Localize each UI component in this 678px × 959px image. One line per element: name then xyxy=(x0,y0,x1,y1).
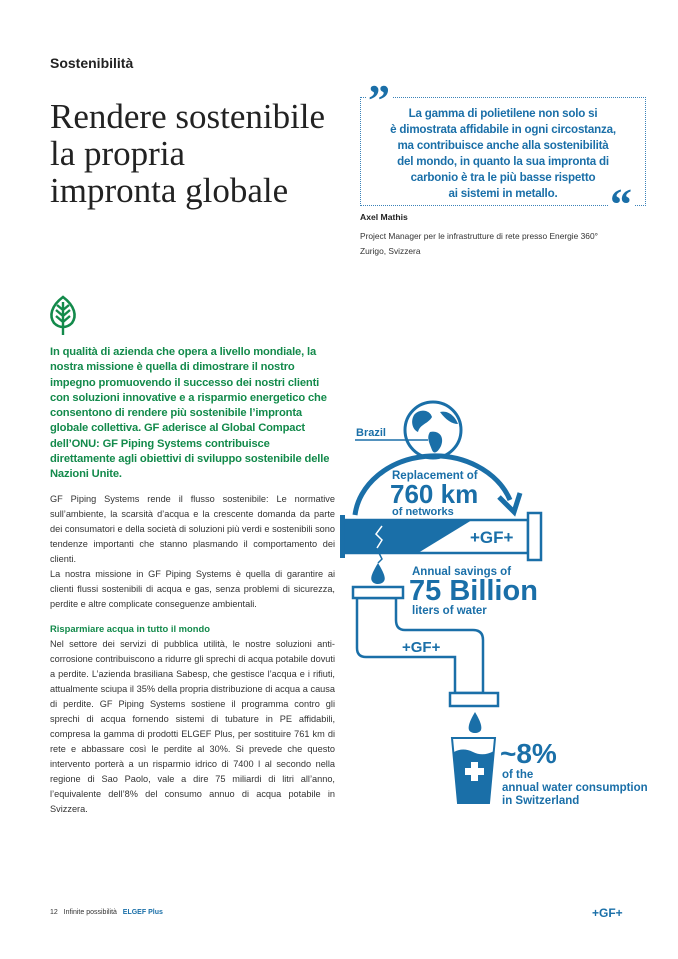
share-value: ~8% xyxy=(500,738,557,769)
country-label: Brazil xyxy=(356,427,386,439)
subheading: Risparmiare acqua in tutto il mondo xyxy=(50,622,210,634)
product-name: ELGEF Plus xyxy=(122,909,163,916)
leaf-icon xyxy=(50,295,76,335)
water-drop-icon xyxy=(371,563,385,584)
page-number: 12 xyxy=(50,909,58,916)
arrow-head-icon xyxy=(497,492,523,517)
water-glass-icon xyxy=(450,737,497,804)
replacement-label: Replacement of xyxy=(392,470,478,482)
quote-line: La gamma di polietilene non solo si xyxy=(408,107,598,120)
share-line: annual water consumption xyxy=(502,782,648,794)
body-paragraph: La nostra missione in GF Piping Systems … xyxy=(50,568,335,609)
gf-logo: +GF+ xyxy=(592,906,623,920)
pull-quote-box xyxy=(360,97,646,206)
title-line: la propria xyxy=(50,134,186,173)
section-label: Sostenibilità xyxy=(50,55,134,71)
quote-open-icon: ” xyxy=(366,76,392,125)
author-location: Zurigo, Svizzera xyxy=(360,246,421,256)
lead-paragraph: In qualità di azienda che opera a livell… xyxy=(50,346,330,481)
text-column: In qualità di azienda che opera a livell… xyxy=(50,345,335,817)
title-line: Rendere sostenibile xyxy=(50,97,326,136)
water-drop-icon xyxy=(468,712,482,733)
savings-value: 75 Billion xyxy=(409,575,538,607)
share-line: of the xyxy=(502,769,533,781)
pipe-graphic xyxy=(340,511,543,564)
replacement-unit: of networks xyxy=(392,506,454,518)
replacement-value: 760 km xyxy=(390,479,478,509)
share-line: in Switzerland xyxy=(502,795,579,807)
quote-close-icon: “ xyxy=(608,180,634,229)
savings-unit: liters of water xyxy=(412,605,487,617)
faucet-logo: +GF+ xyxy=(402,639,441,656)
quote-line: ma contribuisce anche alla sostenibilità xyxy=(397,139,609,152)
title-line: impronta globale xyxy=(50,171,289,210)
author-role: Project Manager per le infrastrutture di… xyxy=(360,231,598,241)
savings-label: Annual savings of xyxy=(412,566,511,578)
quote-author: Axel Mathis xyxy=(360,212,408,222)
pull-quote-text: La gamma di polietilene non solo si è di… xyxy=(350,106,656,202)
body-paragraph: Nel settore dei servizi di pubblica util… xyxy=(50,638,335,814)
faucet-graphic xyxy=(351,585,500,708)
quote-line: è dimostrata affidabile in ogni circosta… xyxy=(390,123,616,136)
page-title: Rendere sostenibile la propria impronta … xyxy=(50,98,325,209)
body-paragraph: GF Piping Systems rende il flusso sosten… xyxy=(50,493,335,564)
quote-author-details: Project Manager per le infrastrutture di… xyxy=(360,229,598,259)
arc-arrow xyxy=(352,453,513,516)
page-footer: 12 Infinite possibilità ELGEF Plus xyxy=(50,909,163,916)
publication-name: Infinite possibilità xyxy=(63,909,117,916)
pipe-logo: +GF+ xyxy=(470,528,514,547)
globe-icon xyxy=(403,400,463,460)
quote-line: ai sistemi in metallo. xyxy=(448,187,558,200)
quote-line: carbonio è tra le più basse rispetto xyxy=(410,171,596,184)
quote-line: del mondo, in quanto la sua impronta di xyxy=(397,155,609,168)
